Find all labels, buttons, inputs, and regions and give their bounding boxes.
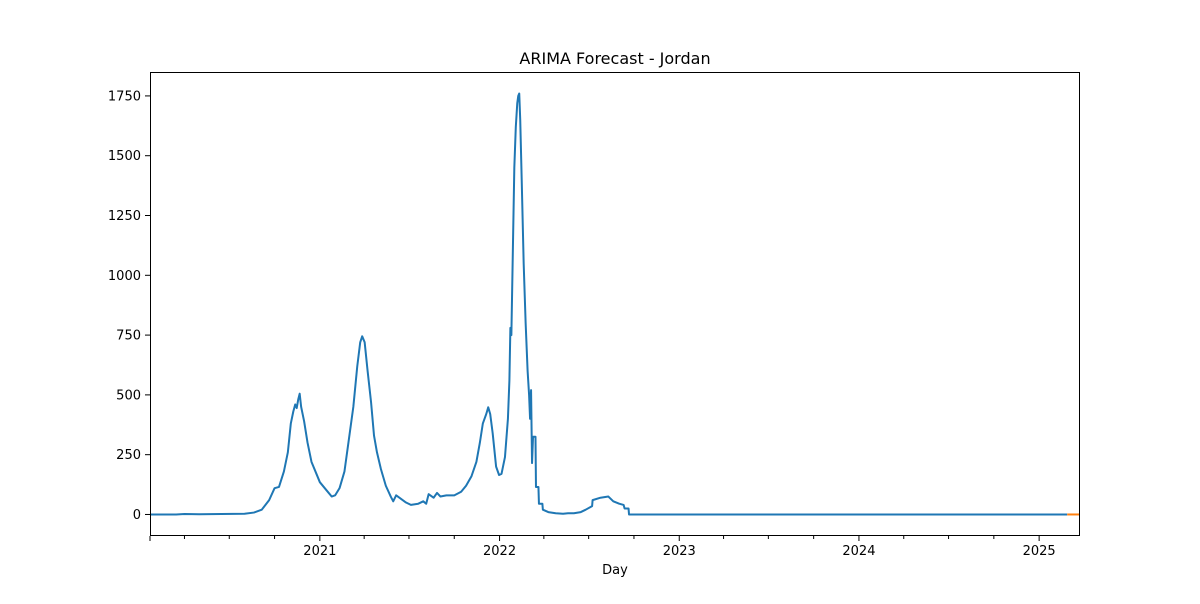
x-tick-label: 2022: [483, 544, 516, 559]
chart-title: ARIMA Forecast - Jordan: [519, 49, 710, 68]
x-tick-label: 2023: [663, 544, 696, 559]
y-tick-label: 750: [116, 329, 141, 344]
y-axis: 0 250 500 750 1000 1250 1500 1750: [108, 89, 150, 523]
y-tick-label: 1250: [108, 209, 141, 224]
y-tick-label: 500: [116, 388, 141, 403]
history-series-line: [150, 92, 1068, 516]
x-axis: 2021 2022 2023 2024 2025: [149, 536, 1056, 559]
x-tick-label: 2025: [1023, 544, 1056, 559]
y-tick-label: 250: [116, 448, 141, 463]
y-tick-label: 1000: [108, 269, 141, 284]
x-tick-label: 2021: [303, 544, 336, 559]
x-axis-label: Day: [602, 563, 628, 578]
x-tick-label: 2024: [842, 544, 875, 559]
plot-area: [150, 92, 1080, 516]
axes-frame: [150, 72, 1080, 536]
y-tick-label: 0: [133, 508, 141, 523]
y-tick-label: 1750: [108, 89, 141, 104]
y-tick-label: 1500: [108, 149, 141, 164]
